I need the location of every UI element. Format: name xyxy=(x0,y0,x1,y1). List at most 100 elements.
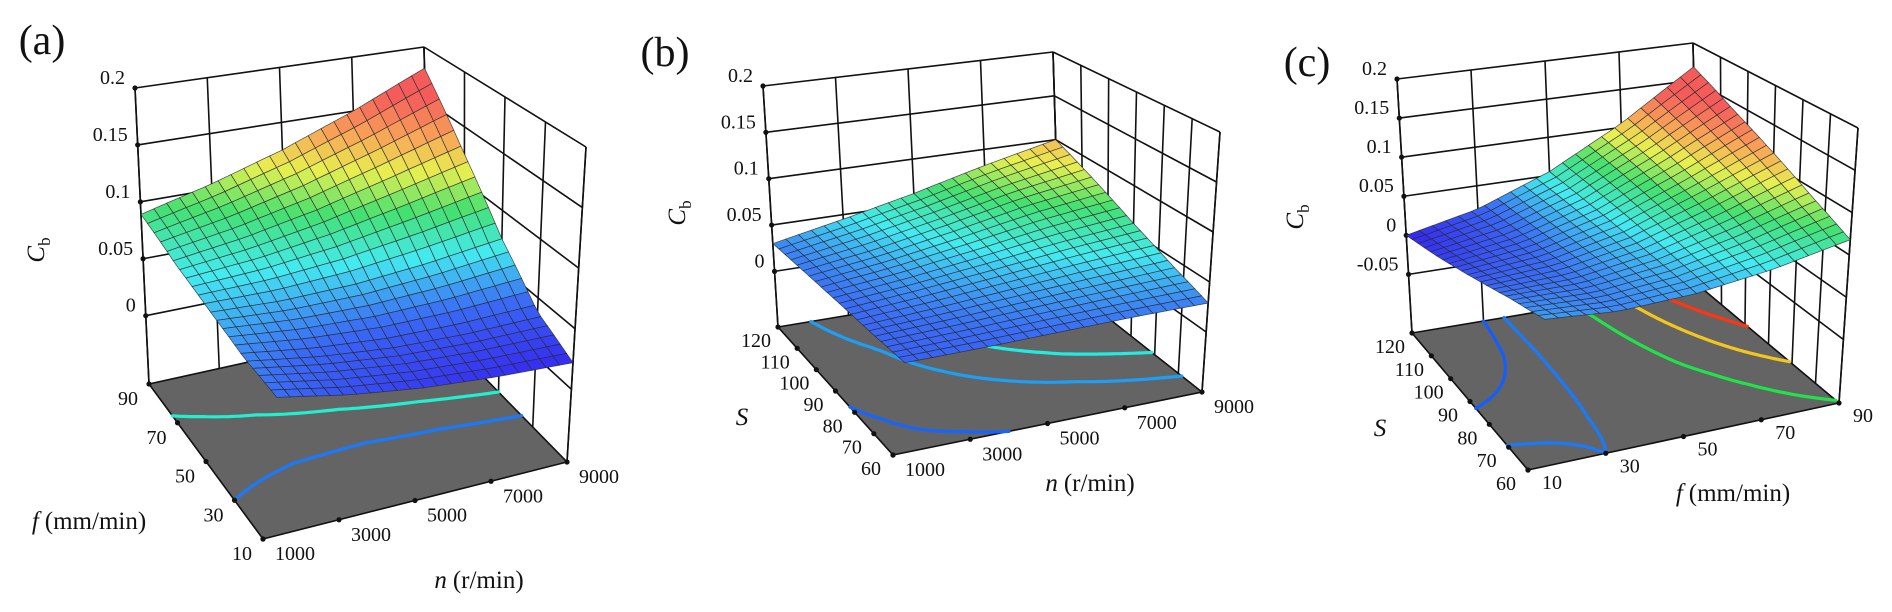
x-tick-label: 5000 xyxy=(427,505,467,527)
y-tick-dot xyxy=(832,388,839,394)
z-tick-label: 0.05 xyxy=(1359,175,1394,197)
x-axis-title-unit: (r/min) xyxy=(453,567,524,594)
z-tick-label: -0.05 xyxy=(1357,253,1399,275)
right-wall-gridline xyxy=(424,99,583,209)
z-tick-dot xyxy=(135,142,141,148)
y-tick-label: 70 xyxy=(842,437,862,459)
z-tick-dot xyxy=(1394,76,1400,82)
y-tick-label: 100 xyxy=(779,373,809,395)
y-tick-label: 60 xyxy=(861,458,881,480)
z-tick-label: 0.1 xyxy=(1367,136,1392,158)
y-tick-dot xyxy=(231,497,238,503)
z-axis-line xyxy=(762,85,779,328)
z-tick-label: 0.2 xyxy=(728,65,753,87)
x-axis-title: n (r/min) xyxy=(434,567,523,594)
x-tick-label: 1000 xyxy=(905,459,945,481)
z-tick-label: 0.2 xyxy=(1362,58,1387,80)
z-axis-title-variable: C xyxy=(1282,213,1309,230)
x-tick-label: 9000 xyxy=(579,466,619,488)
y-tick-dot xyxy=(1486,421,1492,427)
x-tick-label: 30 xyxy=(1620,455,1640,477)
contour-line xyxy=(848,405,1011,434)
z-tick-dot xyxy=(771,268,778,274)
x-tick-dot xyxy=(1603,450,1609,456)
right-wall-gridline xyxy=(1055,139,1214,233)
z-tick-label: 0.05 xyxy=(98,238,133,260)
y-tick-dot xyxy=(813,367,819,373)
y-tick-dot xyxy=(146,381,152,387)
z-tick-dot xyxy=(140,256,146,262)
x-tick-dot xyxy=(967,436,973,442)
y-axis-title-variable: S xyxy=(736,404,749,431)
right-wall-gridline xyxy=(531,121,547,428)
y-tick-dot xyxy=(1506,444,1512,450)
z-tick-dot xyxy=(143,313,149,319)
z-axis-title-subscript: b xyxy=(35,237,54,246)
x-axis-title-variable: f xyxy=(1676,480,1686,507)
y-tick-label: 50 xyxy=(175,466,195,488)
right-wall-gridline xyxy=(423,46,587,148)
x-tick-label: 3000 xyxy=(982,443,1022,465)
x-tick-dot xyxy=(890,452,896,458)
y-tick-dot xyxy=(871,431,877,437)
left-wall-gridline xyxy=(1396,42,1694,80)
y-tick-label: 120 xyxy=(1375,336,1405,358)
x-tick-dot xyxy=(564,459,570,465)
z-tick-dot xyxy=(1405,271,1412,277)
y-axis-title-variable: S xyxy=(1374,415,1387,442)
panel-label: (a) xyxy=(19,18,66,64)
y-tick-label: 90 xyxy=(1438,405,1458,427)
y-axis-title-unit: (mm/min) xyxy=(45,508,146,535)
left-wall-gridline xyxy=(768,138,1056,180)
y-tick-dot xyxy=(1448,376,1454,382)
z-tick-label: 0.05 xyxy=(727,204,762,226)
z-axis-title-variable: C xyxy=(664,209,691,226)
x-axis-title: f (mm/min) xyxy=(1676,480,1790,507)
y-tick-label: 90 xyxy=(804,394,824,416)
y-tick-dot xyxy=(203,458,209,465)
x-tick-dot xyxy=(488,478,494,484)
y-tick-label: 110 xyxy=(761,351,790,373)
x-axis-title-unit: (r/min) xyxy=(1064,470,1135,497)
z-tick-dot xyxy=(766,176,772,182)
z-tick-dot xyxy=(137,199,143,205)
box-edge xyxy=(1201,131,1221,393)
x-tick-dot xyxy=(1525,467,1531,473)
y-tick-label: 80 xyxy=(823,415,843,437)
z-tick-label: 0.15 xyxy=(93,124,128,146)
box-edge xyxy=(1838,127,1859,404)
x-tick-label: 7000 xyxy=(1137,412,1177,434)
y-tick-label: 120 xyxy=(741,330,771,352)
x-tick-label: 10 xyxy=(1542,472,1562,494)
surface-cell xyxy=(898,354,920,364)
panel-label: (b) xyxy=(641,30,690,76)
z-tick-label: 0.15 xyxy=(721,111,756,133)
right-wall-gridline xyxy=(1053,95,1217,183)
x-tick-label: 1000 xyxy=(275,543,315,565)
y-tick-label: 90 xyxy=(118,388,138,410)
y-tick-dot xyxy=(852,409,858,415)
y-tick-label: 110 xyxy=(1395,359,1424,381)
contour-line xyxy=(1617,296,1792,364)
y-tick-dot xyxy=(794,345,800,351)
z-tick-dot xyxy=(769,222,775,228)
x-axis-title-variable: n xyxy=(434,567,447,594)
x-tick-dot xyxy=(1044,420,1051,427)
left-wall-gridline xyxy=(762,51,1054,87)
x-tick-label: 3000 xyxy=(351,524,391,546)
y-tick-dot xyxy=(775,324,781,330)
z-tick-dot xyxy=(1396,115,1402,121)
y-tick-label: 70 xyxy=(147,427,167,449)
z-axis-title: Cb xyxy=(1282,204,1313,229)
x-tick-dot xyxy=(1122,405,1128,411)
right-wall-gridline xyxy=(1052,51,1221,133)
surface-cell xyxy=(270,389,291,398)
y-tick-dot xyxy=(1409,330,1415,336)
x-tick-label: 90 xyxy=(1853,405,1873,427)
x-axis-title-variable: n xyxy=(1045,470,1058,497)
z-tick-label: 0 xyxy=(755,250,765,272)
z-tick-dot xyxy=(763,129,769,135)
z-axis-title: Cb xyxy=(664,200,695,225)
y-tick-label: 70 xyxy=(1477,450,1497,472)
